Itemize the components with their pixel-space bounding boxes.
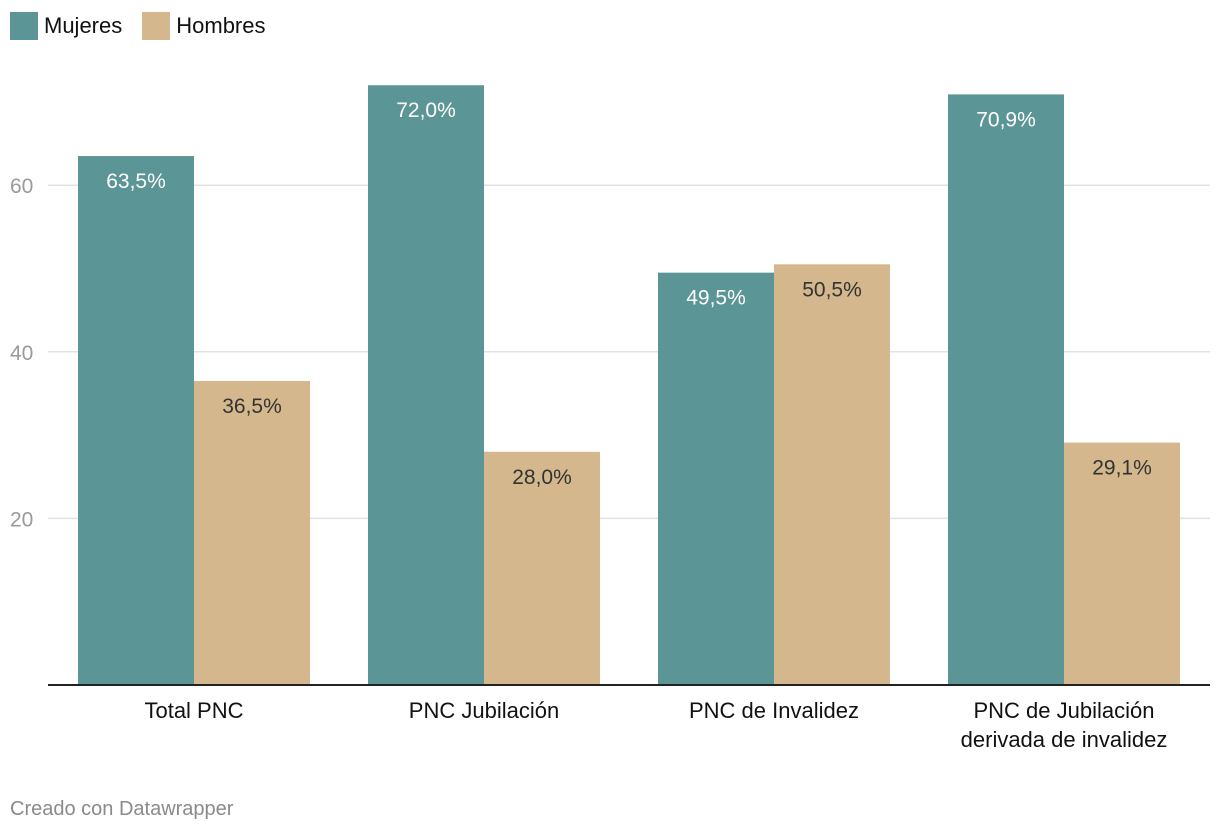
- credit-text: Creado con Datawrapper: [10, 798, 234, 820]
- legend-item-mujeres: Mujeres: [10, 12, 122, 40]
- y-tick-label-20: 20: [10, 508, 33, 531]
- x-tick-label-3: PNC de Jubilación derivada de invalidez: [961, 698, 1168, 752]
- legend-swatch-mujeres: [10, 12, 38, 40]
- legend-label-hombres: Hombres: [176, 13, 266, 38]
- bar-mujeres-1: [368, 85, 484, 686]
- data-label-mujeres-2: 49,5%: [686, 287, 746, 310]
- bar-hombres-3: [1064, 442, 1180, 685]
- legend: Mujeres Hombres: [10, 12, 266, 40]
- legend-swatch-hombres: [142, 12, 171, 40]
- x-tick-label-0: Total PNC: [144, 698, 243, 723]
- bar-hombres-2: [774, 264, 890, 685]
- data-label-hombres-0: 36,5%: [222, 395, 282, 418]
- legend-label-mujeres: Mujeres: [44, 13, 123, 38]
- data-label-hombres-2: 50,5%: [802, 278, 862, 301]
- data-label-hombres-1: 28,0%: [512, 466, 572, 489]
- bar-hombres-0: [194, 380, 310, 685]
- bar-mujeres-3: [948, 94, 1064, 685]
- x-tick-label-1: PNC Jubilación: [409, 698, 559, 723]
- data-label-mujeres-0: 63,5%: [106, 170, 166, 193]
- data-label-hombres-3: 29,1%: [1092, 457, 1152, 480]
- legend-item-hombres: Hombres: [142, 12, 266, 40]
- bar-mujeres-2: [658, 272, 774, 685]
- bar-hombres-1: [484, 451, 600, 685]
- x-tick-label-2: PNC de Invalidez: [689, 698, 859, 723]
- data-label-mujeres-1: 72,0%: [396, 99, 456, 122]
- data-label-mujeres-3: 70,9%: [976, 108, 1036, 131]
- y-tick-label-60: 60: [10, 175, 33, 198]
- y-tick-label-40: 40: [10, 342, 33, 365]
- bar-mujeres-0: [78, 156, 194, 686]
